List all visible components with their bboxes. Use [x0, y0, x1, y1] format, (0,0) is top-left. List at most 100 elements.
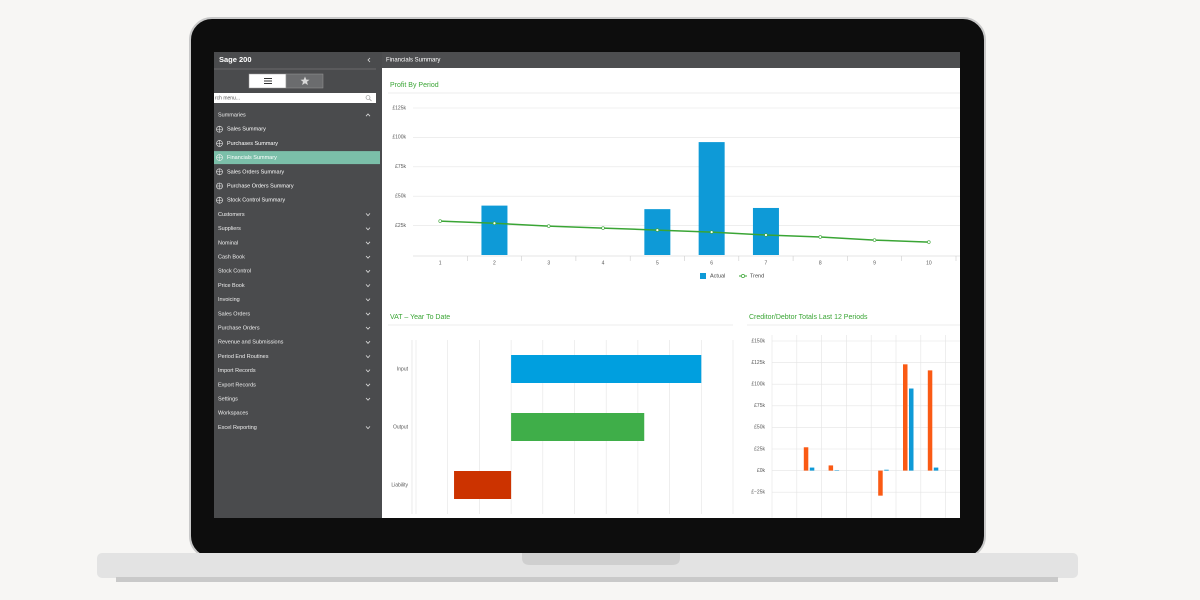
chevron — [365, 340, 371, 344]
chart-title: VAT – Year To Date — [390, 314, 450, 321]
bar — [927, 370, 933, 471]
bar — [884, 469, 889, 471]
y-tick-label: £25k — [754, 446, 765, 452]
globe-icon — [216, 168, 223, 175]
submenu-item[interactable]: Sales Orders Summary — [227, 169, 284, 175]
globe-icon — [216, 154, 223, 161]
bar — [454, 471, 512, 499]
y-tick-label: £125k — [751, 360, 765, 366]
submenu-item[interactable]: Stock Control Summary — [227, 198, 285, 204]
bar — [803, 447, 809, 471]
menu-item[interactable]: Summaries — [218, 112, 246, 118]
legend-label[interactable]: Trend — [750, 273, 764, 279]
bar — [481, 205, 508, 255]
y-tick-label: £100k — [392, 135, 406, 141]
chart-title: Creditor/Debtor Totals Last 12 Periods — [749, 314, 868, 321]
x-tick-label: 7 — [765, 260, 768, 266]
chevron — [365, 241, 371, 245]
chart-title: Profit By Period — [390, 82, 439, 89]
bar — [878, 470, 883, 496]
search-icon — [365, 95, 371, 100]
menu-item[interactable]: Stock Control — [218, 269, 251, 275]
submenu-item[interactable]: Financials Summary — [227, 155, 277, 161]
submenu-item[interactable]: Purchases Summary — [227, 141, 278, 147]
trend-point — [709, 230, 714, 234]
legend-swatch — [741, 274, 745, 278]
x-tick-label: 8 — [819, 260, 822, 266]
legend-label[interactable]: Actual — [710, 273, 725, 279]
y-tick-label: £75k — [395, 164, 406, 170]
menu-item[interactable]: Period End Routines — [218, 354, 269, 360]
chevron — [365, 213, 371, 217]
x-tick-label: 5 — [656, 260, 659, 266]
bar — [511, 413, 645, 441]
bar — [903, 364, 908, 471]
x-tick-label: 3 — [547, 260, 550, 266]
menu-icon — [264, 78, 272, 84]
menu-item[interactable]: Price Book — [218, 283, 245, 289]
menu-item[interactable]: Workspaces — [218, 411, 248, 417]
trend-point — [547, 224, 551, 228]
app-title: Sage 200 — [219, 55, 252, 64]
bar — [511, 355, 702, 383]
search-placeholder: rch menu... — [215, 95, 240, 101]
chevron — [365, 426, 371, 430]
menu-item[interactable]: Nominal — [218, 240, 238, 246]
globe-icon — [216, 140, 223, 147]
menu-item[interactable]: Suppliers — [218, 226, 241, 232]
y-tick-label: Liability — [391, 482, 408, 488]
trend-line — [440, 220, 929, 243]
submenu-item[interactable]: Purchase Orders Summary — [227, 183, 294, 189]
sidebar — [214, 52, 382, 518]
y-tick-label: £25k — [395, 223, 406, 229]
menu-item[interactable]: Export Records — [218, 382, 256, 388]
y-tick-label: £100k — [751, 382, 765, 388]
y-tick-label: £−25k — [751, 490, 765, 496]
chevron — [365, 284, 371, 288]
y-tick-label: Output — [393, 424, 409, 430]
menu-item[interactable]: Cash Book — [218, 254, 245, 260]
bar — [909, 388, 914, 471]
menu-item[interactable]: Customers — [218, 212, 245, 218]
chevron — [365, 326, 371, 330]
trend-point — [492, 221, 497, 225]
menu-item[interactable]: Invoicing — [218, 297, 240, 303]
chevron — [365, 312, 371, 316]
chevron — [365, 113, 371, 117]
bar — [698, 142, 725, 255]
active-highlight — [214, 151, 380, 165]
tab-title: Financials Summary — [386, 58, 440, 64]
chevron — [365, 269, 371, 273]
trend-point — [872, 238, 877, 242]
chevron — [365, 355, 371, 359]
collapse-button[interactable] — [367, 57, 371, 63]
menu-item[interactable]: Revenue and Submissions — [218, 340, 284, 346]
x-tick-label: 6 — [710, 260, 713, 266]
search-box[interactable] — [214, 93, 376, 103]
bar — [752, 207, 779, 255]
chevron — [365, 255, 371, 259]
y-tick-label: £0k — [757, 468, 766, 474]
trend-point — [601, 226, 605, 230]
x-tick-label: 1 — [439, 260, 442, 266]
menu-item[interactable]: Excel Reporting — [218, 425, 257, 431]
submenu-item[interactable]: Sales Summary — [227, 127, 266, 133]
menu-item[interactable]: Purchase Orders — [218, 325, 260, 331]
y-tick-label: £125k — [392, 105, 406, 111]
menu-item[interactable]: Sales Orders — [218, 311, 250, 317]
laptop-base — [97, 553, 1078, 578]
trend-point — [764, 233, 768, 237]
bar — [644, 209, 671, 255]
chevron — [365, 383, 371, 387]
base-shadow — [116, 577, 1058, 582]
menu-item[interactable]: Import Records — [218, 368, 256, 374]
bar — [933, 467, 939, 471]
x-tick-label: 4 — [602, 260, 605, 266]
tab-bar — [382, 52, 960, 68]
base-notch — [522, 553, 680, 565]
y-tick-label: £50k — [395, 194, 406, 200]
globe-icon — [216, 197, 223, 204]
menu-item[interactable]: Settings — [218, 396, 238, 402]
star-icon — [300, 76, 310, 85]
